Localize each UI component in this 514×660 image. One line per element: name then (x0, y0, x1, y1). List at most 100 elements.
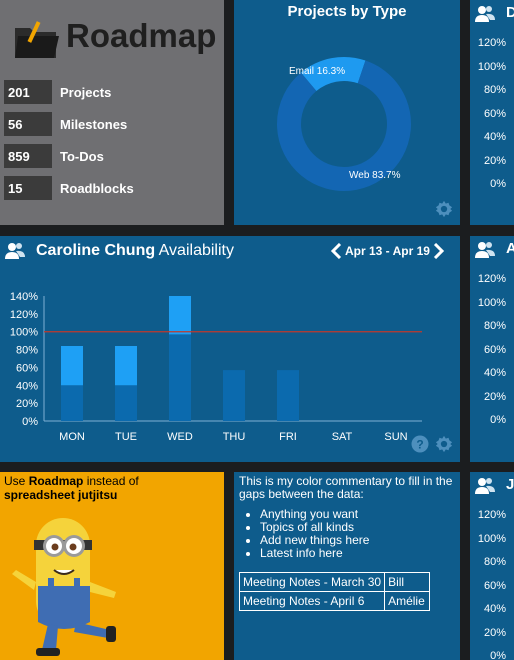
y-tick-label: 40% (16, 380, 38, 392)
y-tick-label: 20% (483, 390, 506, 403)
note-cell[interactable]: Meeting Notes - April 6 (238, 591, 386, 611)
panel-title: Projects by Type (287, 3, 407, 20)
side-title: D (506, 4, 514, 21)
list-item: Topics of all kinds (260, 521, 369, 534)
date-range: Apr 13 - Apr 19 (345, 244, 430, 258)
donut-chart (277, 57, 411, 191)
bar[interactable] (115, 385, 137, 421)
projects-by-type-panel: Projects by Type Email 16.3% Web 83.7% (234, 0, 460, 225)
person-name: Caroline Chung (36, 242, 156, 259)
gear-icon[interactable] (435, 435, 453, 453)
date-nav: Apr 13 - Apr 19 (330, 243, 445, 259)
x-tick-label: TUE (115, 431, 137, 443)
y-tick-label: 60% (16, 362, 38, 374)
promo-text: Use Roadmap instead of spreadsheet jutji… (4, 474, 139, 502)
promo-brand: Roadmap (28, 474, 84, 488)
stat-label: To-Dos (60, 148, 104, 164)
side-title: J (506, 476, 514, 493)
y-tick-label: 120% (477, 509, 506, 521)
folder-logo-icon (15, 21, 59, 58)
table-row[interactable]: Meeting Notes - March 30 Bill (238, 572, 431, 592)
slice-label-email: Email 16.3% (289, 66, 346, 77)
y-tick-label: 0% (22, 416, 38, 428)
list-item: Add new things here (260, 534, 369, 547)
stat-label: Milestones (60, 116, 128, 132)
people-icon (475, 6, 495, 22)
note-cell[interactable]: Meeting Notes - March 30 (238, 572, 386, 592)
stat-value: 201 (4, 80, 52, 104)
availability-bar-chart: 0% 20% 40% 60% 80% 100% 120% 140% MON TUE WED THU FR… (10, 291, 422, 443)
y-tick-label: 100% (477, 532, 506, 545)
side-title: A (506, 240, 514, 257)
stat-projects[interactable]: 201 Projects (4, 80, 111, 104)
promo-panel: Use Roadmap instead of spreadsheet jutji… (0, 472, 224, 660)
meeting-notes-table: Meeting Notes - March 30 Bill Meeting No… (238, 572, 431, 611)
people-icon (475, 478, 495, 494)
x-tick-label: SAT (332, 431, 353, 443)
y-tick-label: 80% (483, 556, 506, 568)
donut-slice[interactable] (277, 60, 411, 191)
bar[interactable] (277, 370, 299, 421)
y-tick-label: 20% (483, 626, 506, 639)
side-panel-top: D 120% 100% 80% 60% 40% 20% 0% (470, 0, 514, 225)
y-tick-label: 40% (483, 367, 506, 379)
stat-value: 56 (4, 112, 52, 136)
table-row[interactable]: Meeting Notes - April 6 Amélie (238, 591, 431, 611)
x-tick-label: THU (223, 431, 246, 443)
y-tick-label: 0% (490, 178, 506, 190)
slice-label-web: Web 83.7% (349, 170, 401, 181)
y-tick-label: 80% (16, 345, 38, 357)
gear-icon[interactable] (435, 200, 453, 218)
logo-text: Roadmap (66, 17, 217, 54)
commentary-panel: This is my color commentary to fill in t… (234, 472, 460, 660)
title-suffix: Availability (158, 242, 234, 259)
list-item: Anything you want (260, 508, 369, 521)
bar[interactable] (169, 296, 191, 335)
people-icon (5, 243, 25, 259)
x-tick-label: FRI (279, 431, 297, 443)
chevron-right-icon[interactable] (433, 243, 445, 259)
y-tick-label: 0% (490, 414, 506, 426)
commentary-text: This is my color commentary to fill in t… (239, 474, 453, 501)
stat-roadblocks[interactable]: 15 Roadblocks (4, 176, 134, 200)
donut-slice[interactable] (300, 57, 366, 92)
y-tick-label: 20% (16, 398, 38, 410)
availability-panel: Caroline Chung Availability Apr 13 - Apr… (0, 236, 460, 462)
bar[interactable] (169, 334, 191, 421)
people-icon (475, 242, 495, 258)
stat-milestones[interactable]: 56 Milestones (4, 112, 127, 136)
side-panel-middle: A 120% 100% 80% 60% 40% 20% 0% (470, 236, 514, 462)
y-tick-label: 100% (477, 296, 506, 309)
y-tick-label: 120% (477, 37, 506, 49)
x-tick-label: SUN (384, 431, 407, 443)
side-panel-bottom: J 120% 100% 80% 60% 40% 20% 0% (470, 472, 514, 660)
y-tick-label: 40% (483, 131, 506, 143)
stat-value: 859 (4, 144, 52, 168)
y-tick-label: 20% (483, 154, 506, 167)
bar[interactable] (115, 346, 137, 386)
y-tick-label: 100% (477, 60, 506, 73)
y-tick-label: 120% (477, 273, 506, 285)
stat-value: 15 (4, 176, 52, 200)
bar[interactable] (223, 370, 245, 421)
person-cell: Amélie (384, 591, 431, 611)
y-tick-label: 80% (483, 320, 506, 332)
promo-line2: spreadsheet jutjitsu (4, 488, 118, 502)
bar[interactable] (61, 346, 83, 386)
y-tick-label: 140% (10, 291, 38, 303)
x-tick-label: MON (59, 431, 85, 443)
person-cell: Bill (384, 572, 431, 592)
chevron-left-icon[interactable] (330, 243, 342, 259)
y-tick-label: 60% (483, 579, 506, 592)
stat-todos[interactable]: 859 To-Dos (4, 144, 104, 168)
list-item: Latest info here (260, 547, 369, 560)
bar[interactable] (61, 385, 83, 421)
y-tick-label: 0% (490, 650, 506, 660)
y-tick-label: 40% (483, 603, 506, 615)
help-icon[interactable]: ? (411, 435, 429, 453)
y-tick-label: 60% (483, 343, 506, 356)
x-tick-label: WED (167, 431, 193, 443)
minion-illustration (12, 518, 116, 656)
y-tick-label: 60% (483, 107, 506, 120)
y-tick-label: 120% (10, 309, 38, 321)
